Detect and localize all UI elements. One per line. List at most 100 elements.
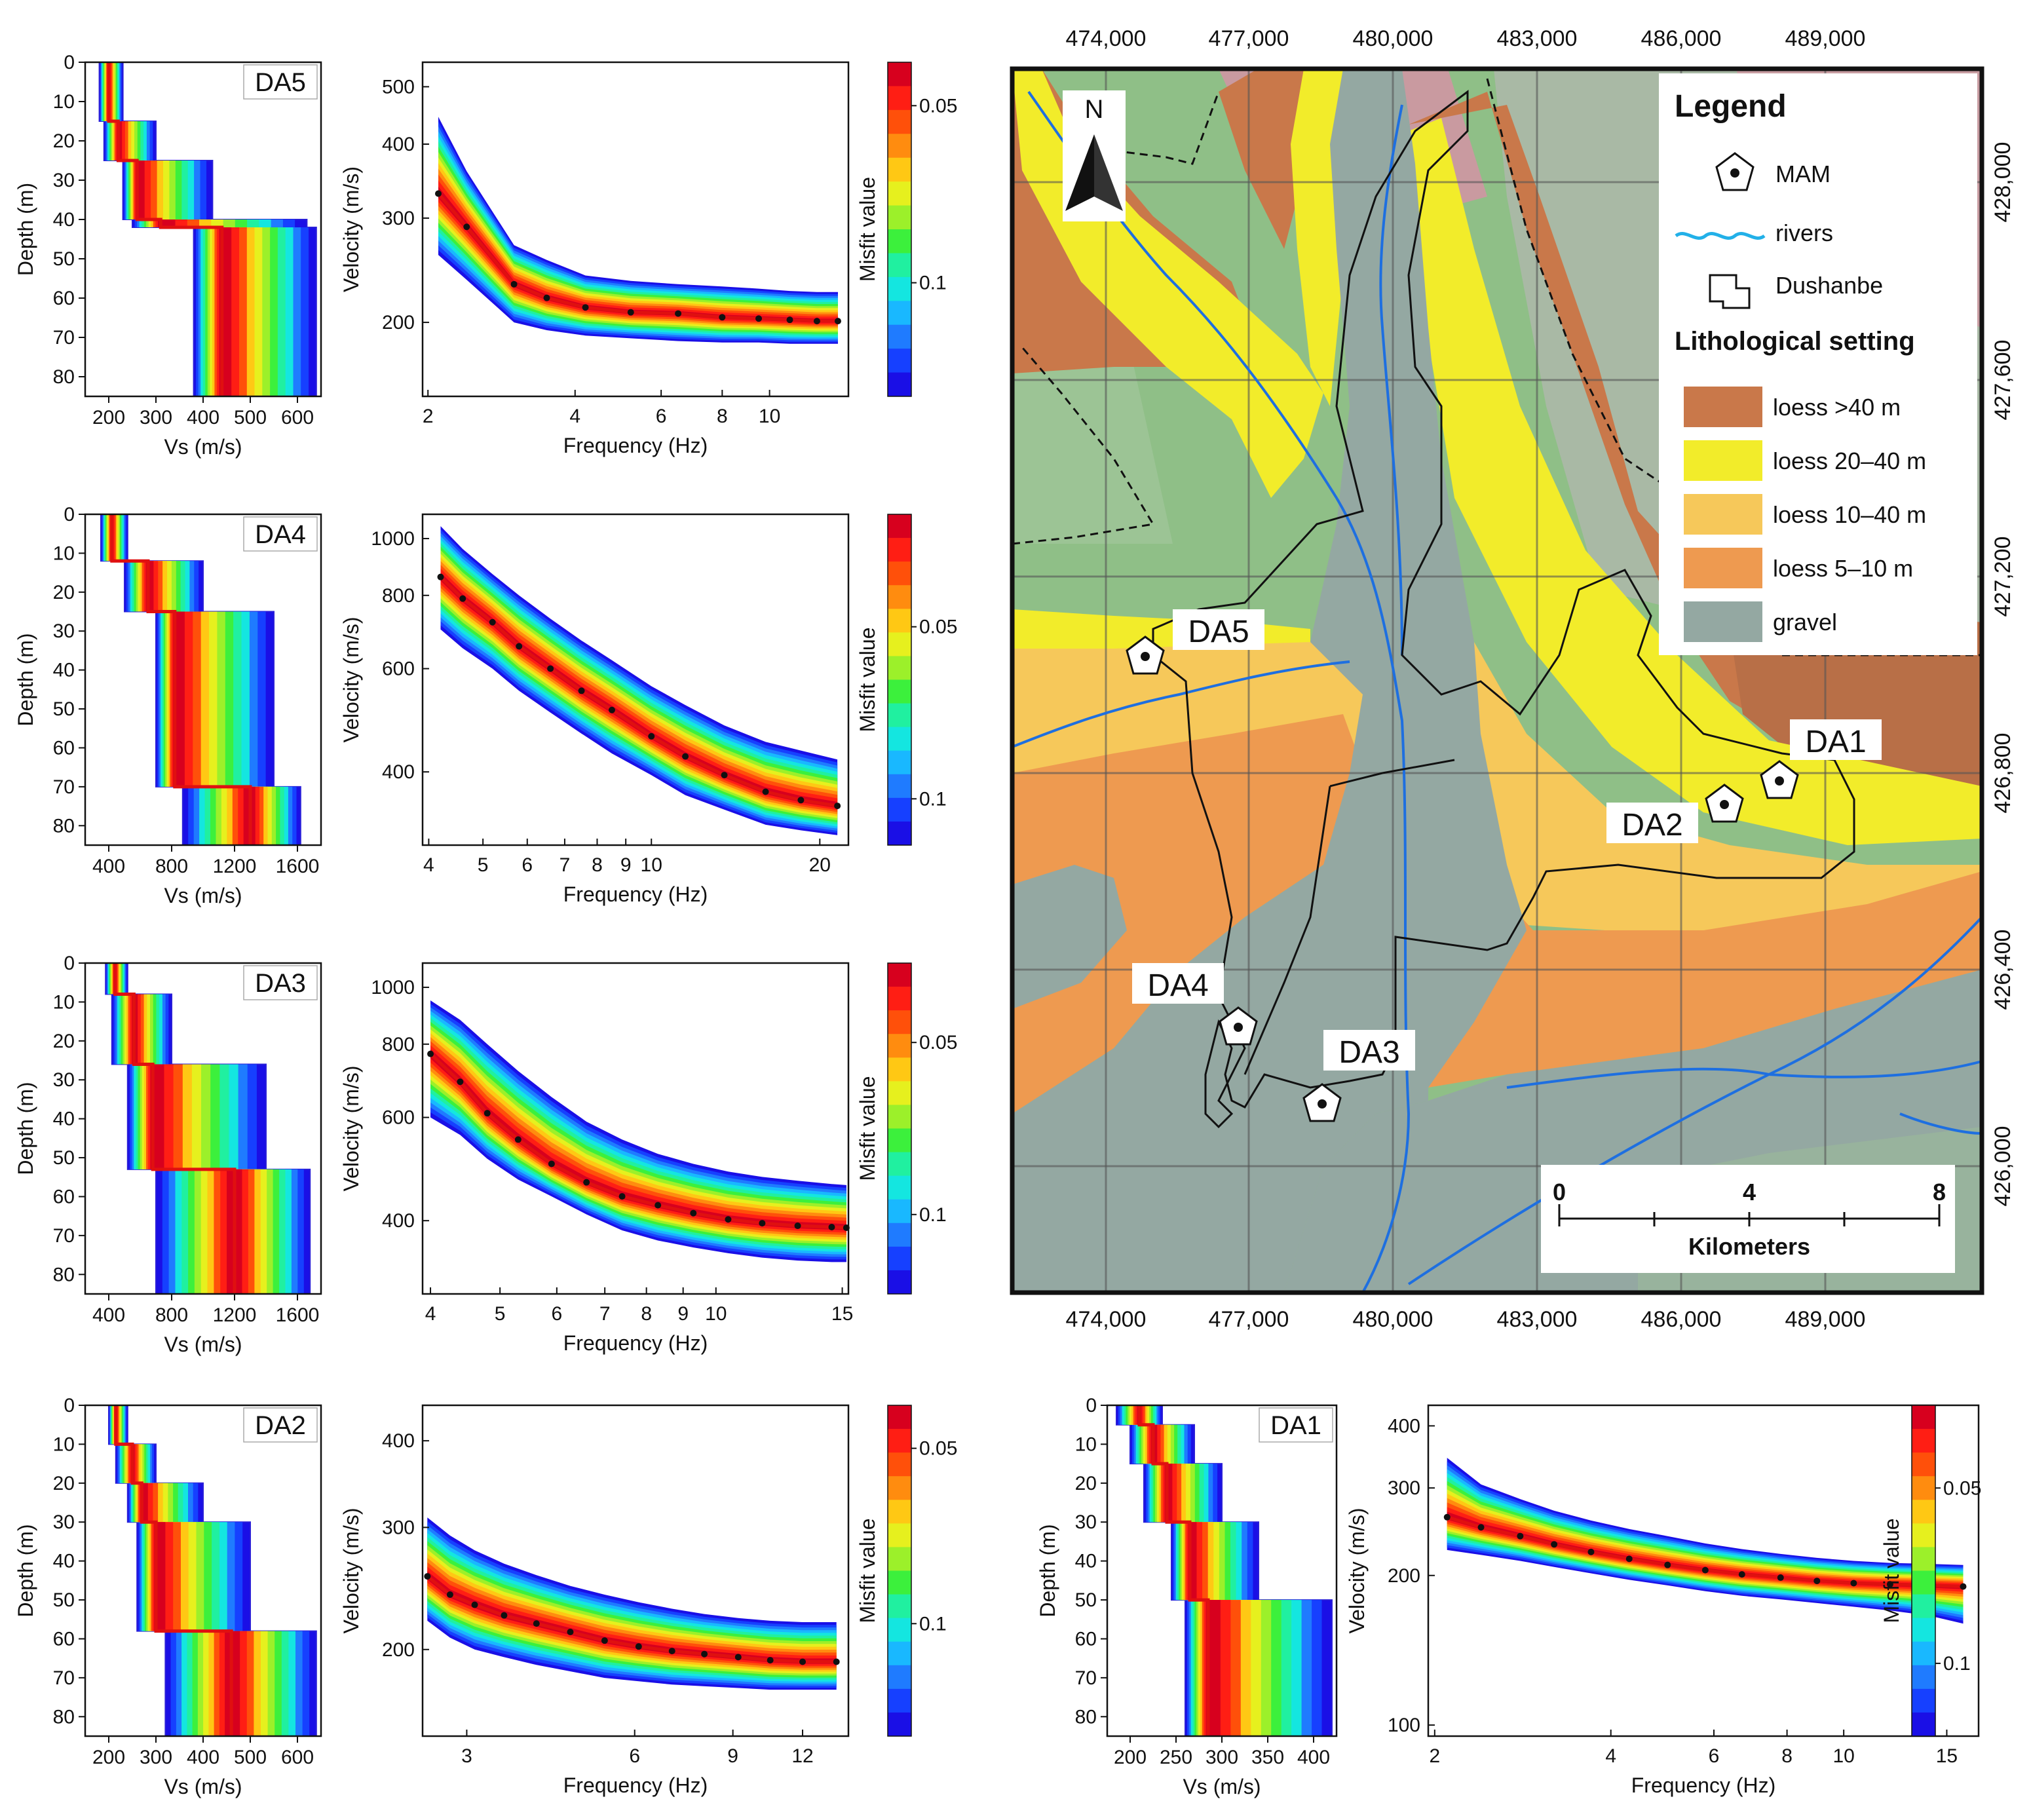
observed-point [648, 732, 655, 740]
y-tick-label: 40 [1075, 1551, 1097, 1572]
observed-point [578, 687, 585, 694]
colorbar-segment [888, 1570, 911, 1595]
map-site-label-da1: DA1 [1805, 725, 1866, 759]
vs-model-band [112, 963, 255, 1294]
colorbar-segment [888, 1081, 911, 1105]
y-tick-label: 40 [53, 209, 75, 231]
x-tick-label: 4 [423, 854, 434, 876]
observed-point [655, 1202, 662, 1209]
colorbar-segment [888, 1057, 911, 1082]
colorbar-segment [888, 86, 911, 111]
observed-point [533, 1620, 540, 1627]
site-tag-box [243, 965, 318, 1000]
x-tick-label: 1600 [276, 1304, 320, 1326]
observed-point [618, 1193, 626, 1200]
colorbar-segment [888, 1152, 911, 1177]
chart-da1-dispersion: 2 4 6 8 10 15 100 200 300 400 Frequency (Hz) Veloci… [1345, 1404, 1981, 1797]
colorbar-tick-label: 0.1 [919, 788, 947, 810]
legend-swatch-loess-20-40 [1684, 440, 1762, 481]
legend-litho-loess-10-40: loess 10–40 m [1773, 501, 1926, 528]
site-tag-box [243, 1407, 318, 1443]
site-tag-box [1259, 1407, 1333, 1443]
x-axis-label: Frequency (Hz) [1631, 1773, 1776, 1797]
map-x-tick-bottom: 474,000 [1066, 1307, 1147, 1332]
observed-point [548, 1160, 555, 1167]
colorbar-segment [888, 514, 911, 539]
colorbar-segment [1912, 1665, 1935, 1690]
y-tick-label: 400 [382, 761, 415, 783]
x-tick-label: 10 [759, 406, 780, 427]
observed-point [794, 1223, 801, 1230]
x-axis-label: Frequency (Hz) [563, 1773, 708, 1797]
x-tick-label: 600 [281, 1747, 314, 1768]
x-axis-label: Frequency (Hz) [563, 434, 708, 457]
y-tick-label: 10 [53, 542, 75, 564]
best-dispersion-curve [426, 1575, 837, 1663]
colorbar-segment [888, 205, 911, 230]
observed-point [601, 1637, 608, 1644]
y-tick-label: 60 [53, 737, 75, 759]
observed-point [543, 294, 550, 301]
legend-litho-loess-gt40: loess >40 m [1773, 394, 1901, 421]
dispersion-band [438, 174, 838, 326]
mam-legend-icon [1715, 152, 1755, 191]
y-tick-label: 70 [53, 776, 75, 798]
observed-point [489, 618, 496, 626]
observed-point [1443, 1513, 1451, 1521]
y-tick-label: 200 [1388, 1565, 1420, 1587]
y-tick-label: 20 [1075, 1473, 1097, 1494]
colorbar-frame [1911, 1405, 1936, 1737]
site-tag: DA4 [255, 520, 306, 549]
observed-point [813, 318, 820, 325]
legend-item-rivers: rivers [1775, 219, 1833, 246]
observed-point [834, 318, 841, 325]
colorbar-segment [888, 324, 911, 349]
legend-litho-loess-20-40: loess 20–40 m [1773, 447, 1926, 474]
y-tick-label: 60 [53, 1186, 75, 1207]
colorbar-segment [888, 276, 911, 301]
rivers [1012, 90, 1983, 1293]
x-tick-label: 800 [155, 1304, 188, 1326]
legend-item-mam: MAM [1775, 161, 1831, 187]
observed-point [457, 1078, 464, 1086]
site-tag: DA2 [255, 1411, 306, 1440]
colorbar-segment [888, 349, 911, 373]
y-tick-label: 300 [1388, 1477, 1420, 1499]
lithology-map: 474,000 477,000 480,000 483,000 486,000 … [1010, 26, 2015, 1332]
colorbar-segment [888, 1270, 911, 1295]
x-tick-label: 7 [560, 854, 571, 876]
map-x-tick-top: 483,000 [1497, 26, 1578, 51]
x-tick-label: 4 [569, 406, 580, 427]
colorbar-frame [887, 62, 912, 397]
colorbar-segment [888, 229, 911, 254]
y-axis-label: Velocity (m/s) [339, 1065, 363, 1191]
x-tick-label: 250 [1160, 1747, 1192, 1768]
colorbar-segment [1912, 1405, 1935, 1430]
dushanbe-legend-icon [1709, 274, 1751, 309]
y-tick-label: 80 [53, 815, 75, 837]
chart-da2-vs-profile: DA2 200 300 400 500 600 0 10 20 30 40 50 60 70 80 Vs (m… [14, 1395, 322, 1798]
observed-point [437, 573, 444, 580]
x-tick-label: 6 [629, 1745, 640, 1767]
observed-point [1960, 1583, 1967, 1590]
observed-point [424, 1573, 431, 1580]
mam-marker-da4 [1219, 1006, 1258, 1046]
observed-point [725, 1216, 732, 1223]
y-tick-label: 800 [382, 1034, 415, 1055]
loess-5-10-west [1012, 714, 1369, 1114]
x-tick-label: 800 [155, 856, 188, 877]
vs-model-band [1137, 1405, 1221, 1736]
colorbar-segment [1912, 1570, 1935, 1595]
y-tick-label: 50 [53, 1147, 75, 1169]
y-tick-label: 70 [53, 327, 75, 349]
y-tick-label: 10 [53, 91, 75, 113]
colorbar-segment [888, 1034, 911, 1058]
colorbar-segment [888, 774, 911, 799]
y-tick-label: 10 [1075, 1433, 1097, 1455]
x-tick-label: 8 [641, 1303, 652, 1325]
observed-point [582, 304, 589, 311]
y-tick-label: 80 [53, 366, 75, 388]
y-tick-label: 70 [53, 1667, 75, 1689]
map-x-ticks-bottom: 474,000 477,000 480,000 483,000 486,000 … [1066, 1307, 1866, 1332]
observed-point [690, 1209, 697, 1217]
